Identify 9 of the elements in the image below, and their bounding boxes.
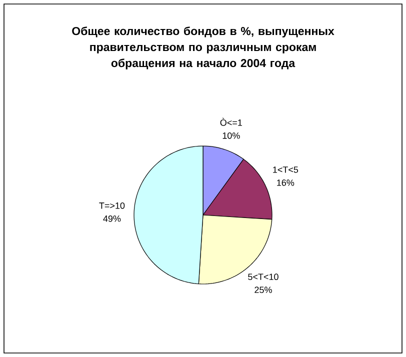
slice-label: 1<T<5	[273, 166, 298, 173]
slice-label: T=>10	[99, 202, 125, 209]
chart-title: Общее количество бондов в %, выпущенных правительством по различным срокам обращения на начало 2004 года	[72, 26, 334, 70]
data-label: 49%	[103, 215, 121, 222]
slice-label: 5<T<10	[248, 274, 278, 280]
slice-label: Ò<=1	[220, 118, 242, 126]
data-label: 10%	[222, 132, 240, 139]
data-label: 25%	[254, 286, 272, 294]
data-label: 16%	[277, 179, 294, 186]
